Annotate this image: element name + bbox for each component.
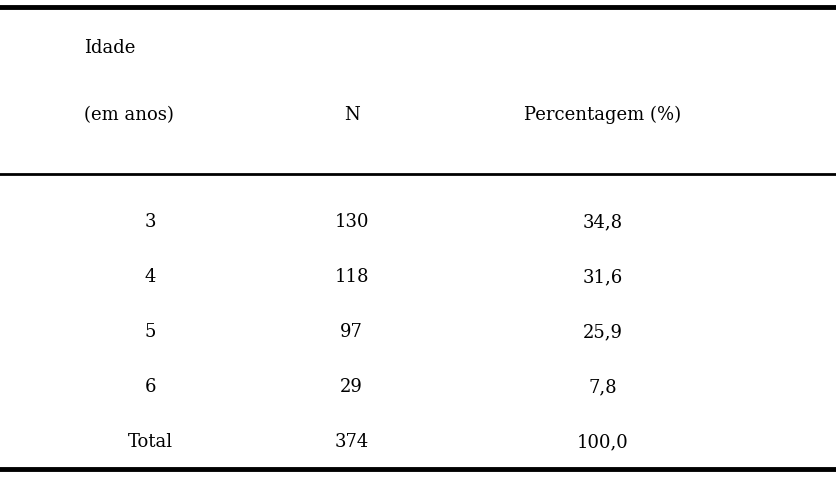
Text: 100,0: 100,0 (576, 433, 628, 451)
Text: 374: 374 (334, 433, 368, 451)
Text: Total: Total (128, 433, 173, 451)
Text: 34,8: 34,8 (582, 213, 622, 231)
Text: 25,9: 25,9 (582, 323, 622, 341)
Text: Percentagem (%): Percentagem (%) (523, 106, 681, 124)
Text: 6: 6 (145, 378, 156, 396)
Text: 118: 118 (334, 268, 369, 286)
Text: 4: 4 (145, 268, 156, 286)
Text: 97: 97 (339, 323, 363, 341)
Text: N: N (344, 106, 359, 124)
Text: Idade: Idade (84, 39, 135, 57)
Text: 5: 5 (145, 323, 156, 341)
Text: (em anos): (em anos) (84, 106, 173, 124)
Text: 29: 29 (339, 378, 363, 396)
Text: 3: 3 (145, 213, 156, 231)
Text: 130: 130 (334, 213, 369, 231)
Text: 31,6: 31,6 (582, 268, 622, 286)
Text: 7,8: 7,8 (588, 378, 616, 396)
